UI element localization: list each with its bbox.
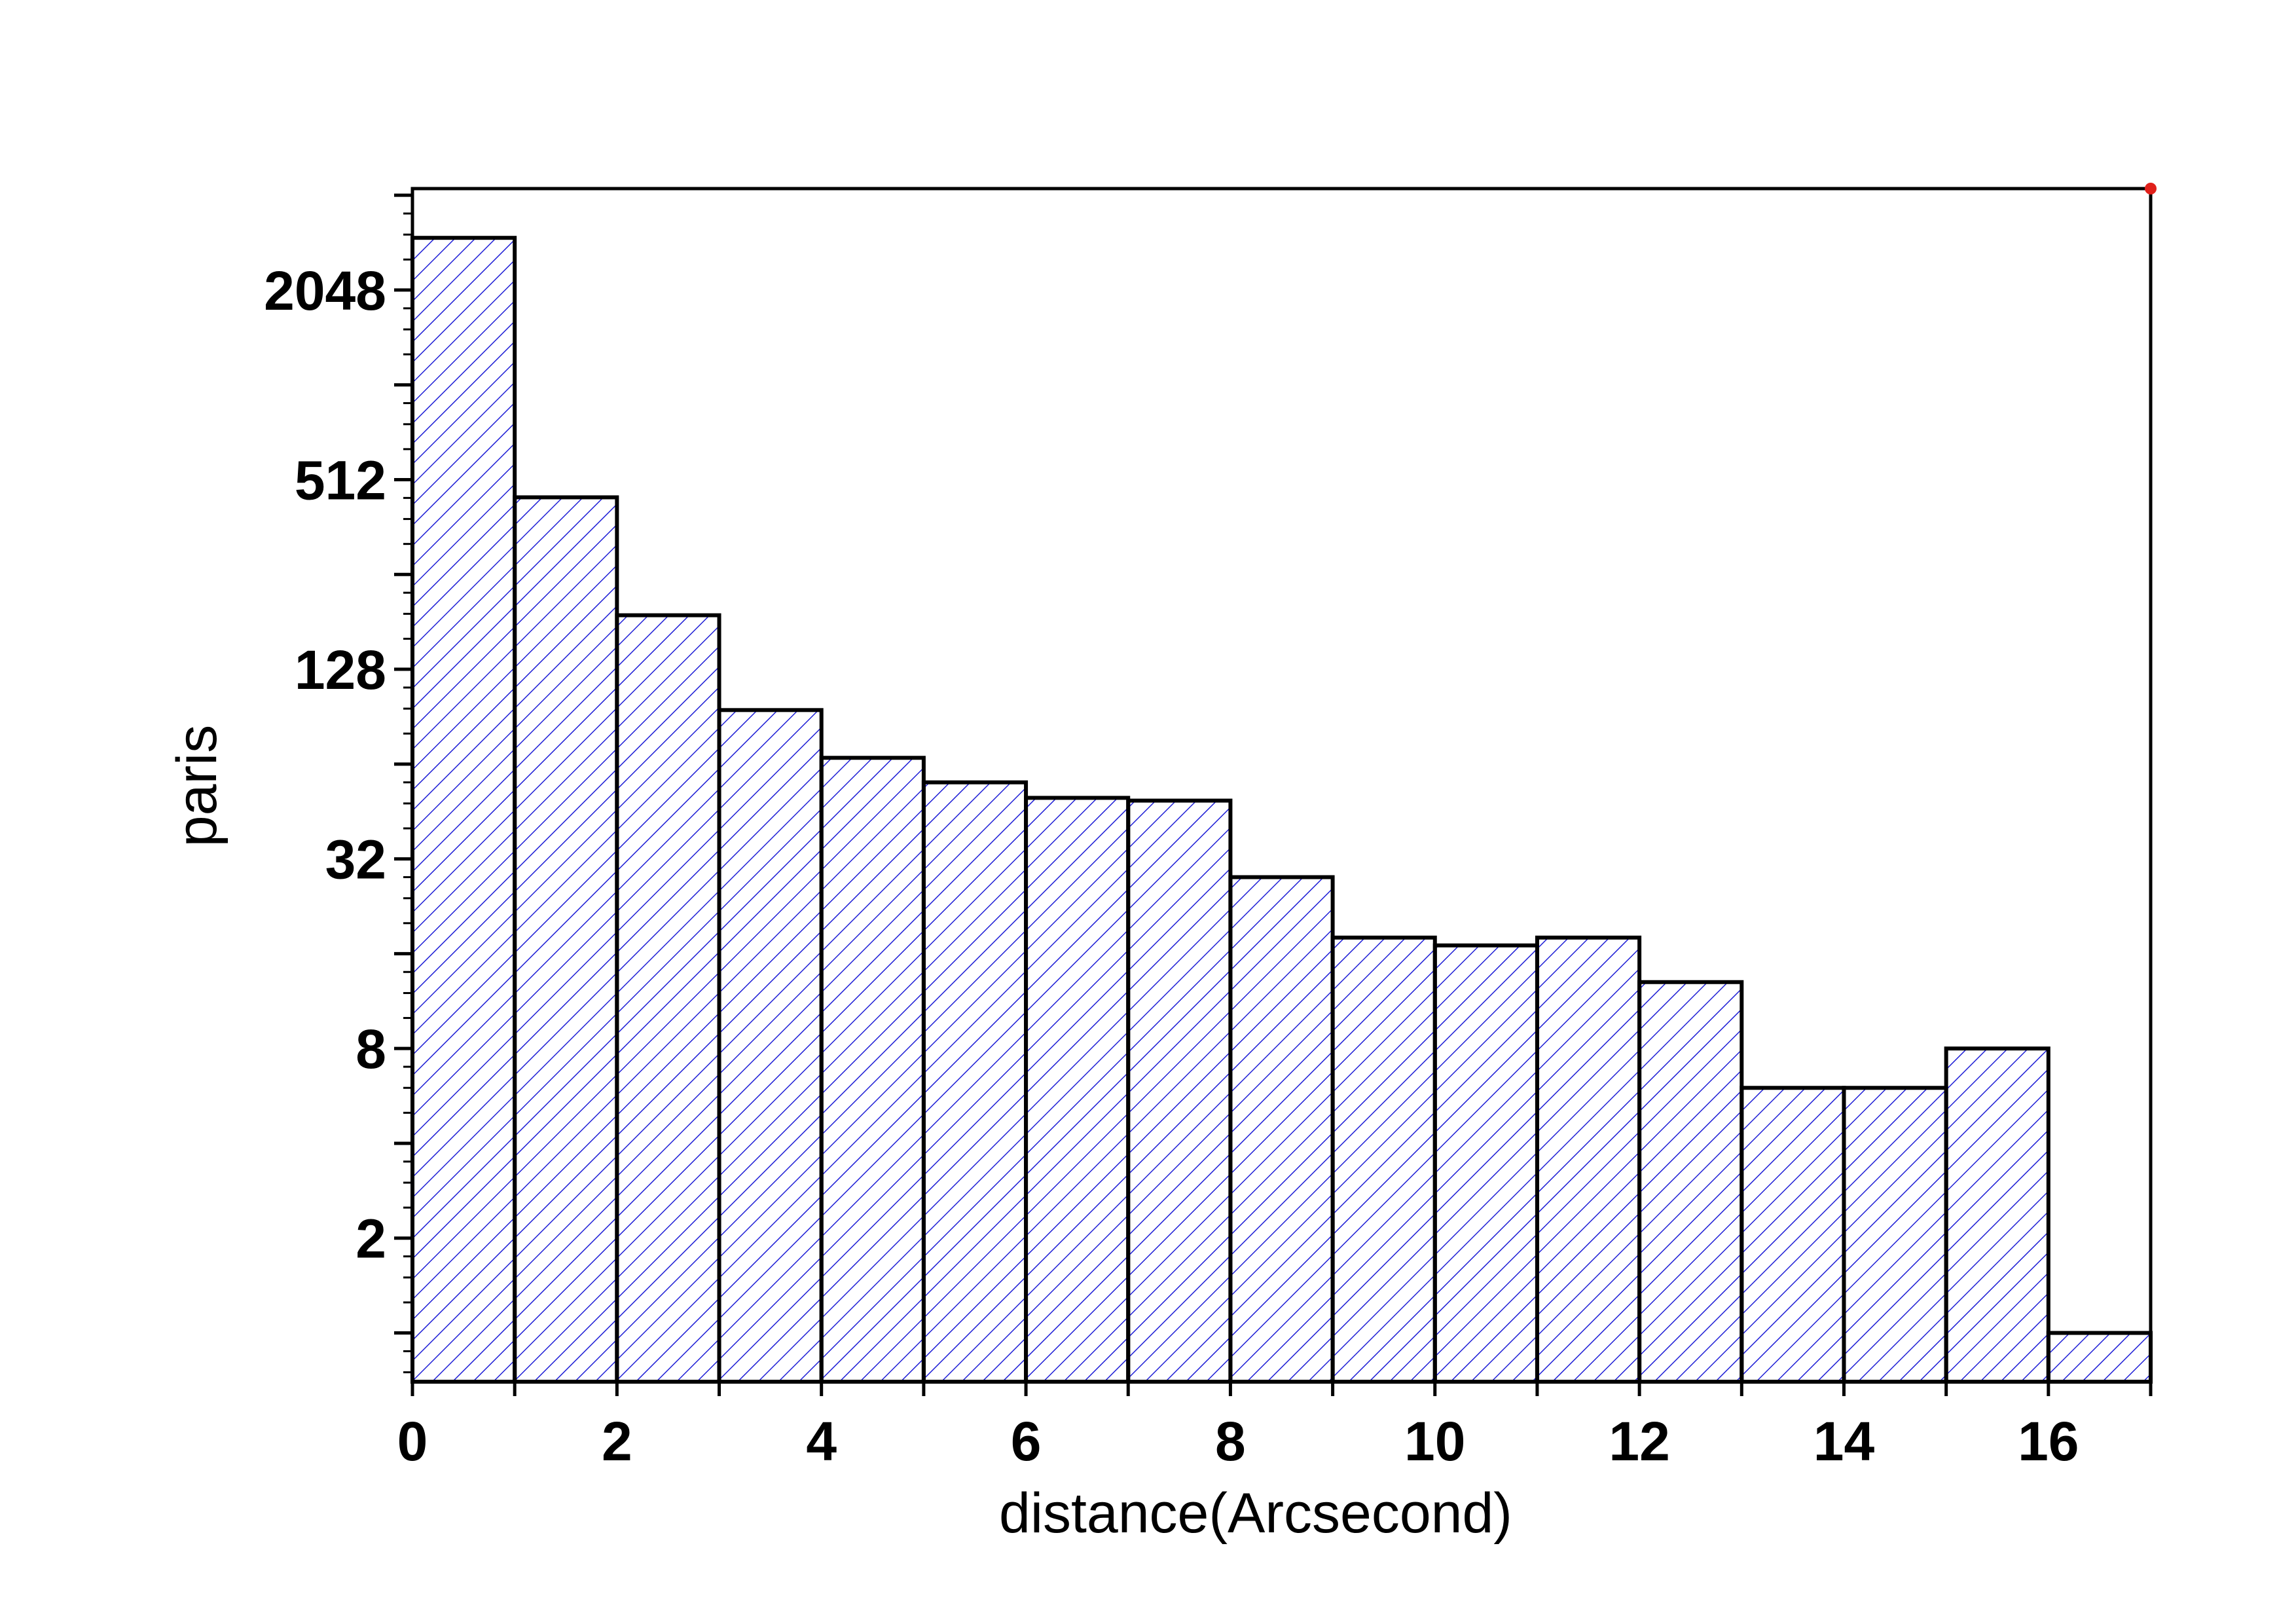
histogram-bar-6	[1024, 796, 1131, 1384]
axes-layer	[394, 183, 2157, 1396]
x-tick-label: 16	[2018, 1411, 2079, 1472]
y-tick-label: 2048	[264, 260, 386, 322]
x-tick-label: 2	[602, 1411, 632, 1472]
histogram-bar-1	[513, 495, 619, 1384]
histogram-bar-4	[819, 756, 926, 1384]
x-tick-label: 6	[1011, 1411, 1042, 1472]
histogram-bar-10	[1432, 943, 1539, 1384]
x-tick-label: 14	[1813, 1411, 1875, 1472]
x-tick-label: 8	[1215, 1411, 1246, 1472]
corner-marker	[2145, 183, 2157, 194]
bars-layer	[410, 236, 2153, 1384]
histogram-bar-14	[1842, 1086, 1948, 1384]
x-axis-title: distance(Arcsecond)	[999, 1482, 1512, 1545]
histogram-bar-11	[1535, 935, 1642, 1384]
histogram-bar-16	[2046, 1331, 2153, 1384]
histogram-bar-15	[1944, 1046, 2050, 1384]
y-tick-label: 128	[295, 639, 386, 701]
histogram-bar-7	[1126, 798, 1233, 1384]
histogram-bar-0	[410, 236, 517, 1384]
x-tick-label: 12	[1609, 1411, 1669, 1472]
histogram-bar-8	[1228, 875, 1335, 1384]
y-tick-label: 8	[355, 1018, 386, 1080]
histogram-bar-12	[1637, 980, 1744, 1384]
histogram-bar-5	[921, 780, 1029, 1384]
plot-frame	[410, 187, 2153, 1384]
x-tick-label: 10	[1404, 1411, 1465, 1472]
y-tick-label: 2	[355, 1208, 386, 1270]
histogram-bar-13	[1740, 1086, 1846, 1384]
x-tick-label: 4	[806, 1411, 837, 1472]
y-axis-title: paris	[166, 725, 228, 847]
histogram-bar-2	[615, 613, 721, 1384]
labels-layer: 0 2 4 6 8 10 12 14 16 2 8 32 128 512 2048	[264, 260, 2079, 1472]
x-tick-label: 0	[397, 1411, 428, 1472]
y-tick-label: 32	[325, 829, 386, 891]
histogram-bar-9	[1330, 935, 1437, 1384]
histogram-bar-3	[717, 708, 824, 1384]
y-tick-label: 512	[295, 449, 386, 511]
